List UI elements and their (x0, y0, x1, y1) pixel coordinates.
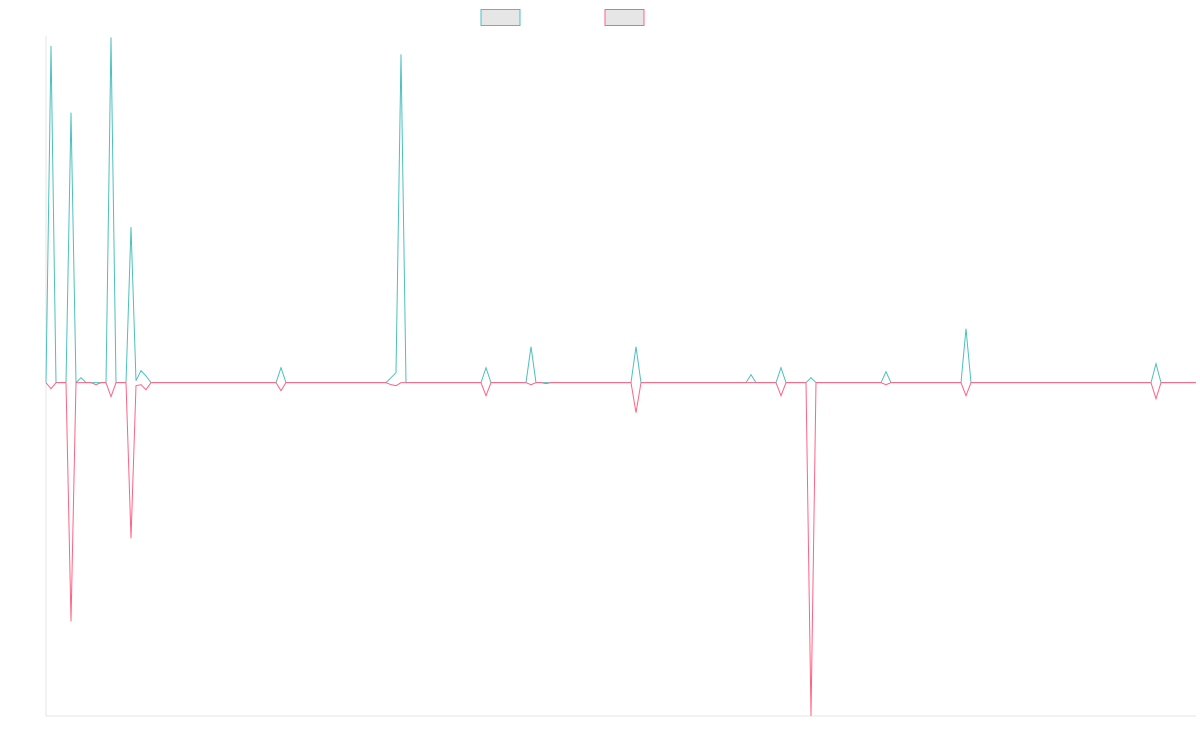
legend-swatch[interactable] (480, 9, 521, 26)
legend-swatch[interactable] (604, 9, 645, 26)
series-line (45, 37, 1196, 384)
series-line (45, 382, 1196, 717)
